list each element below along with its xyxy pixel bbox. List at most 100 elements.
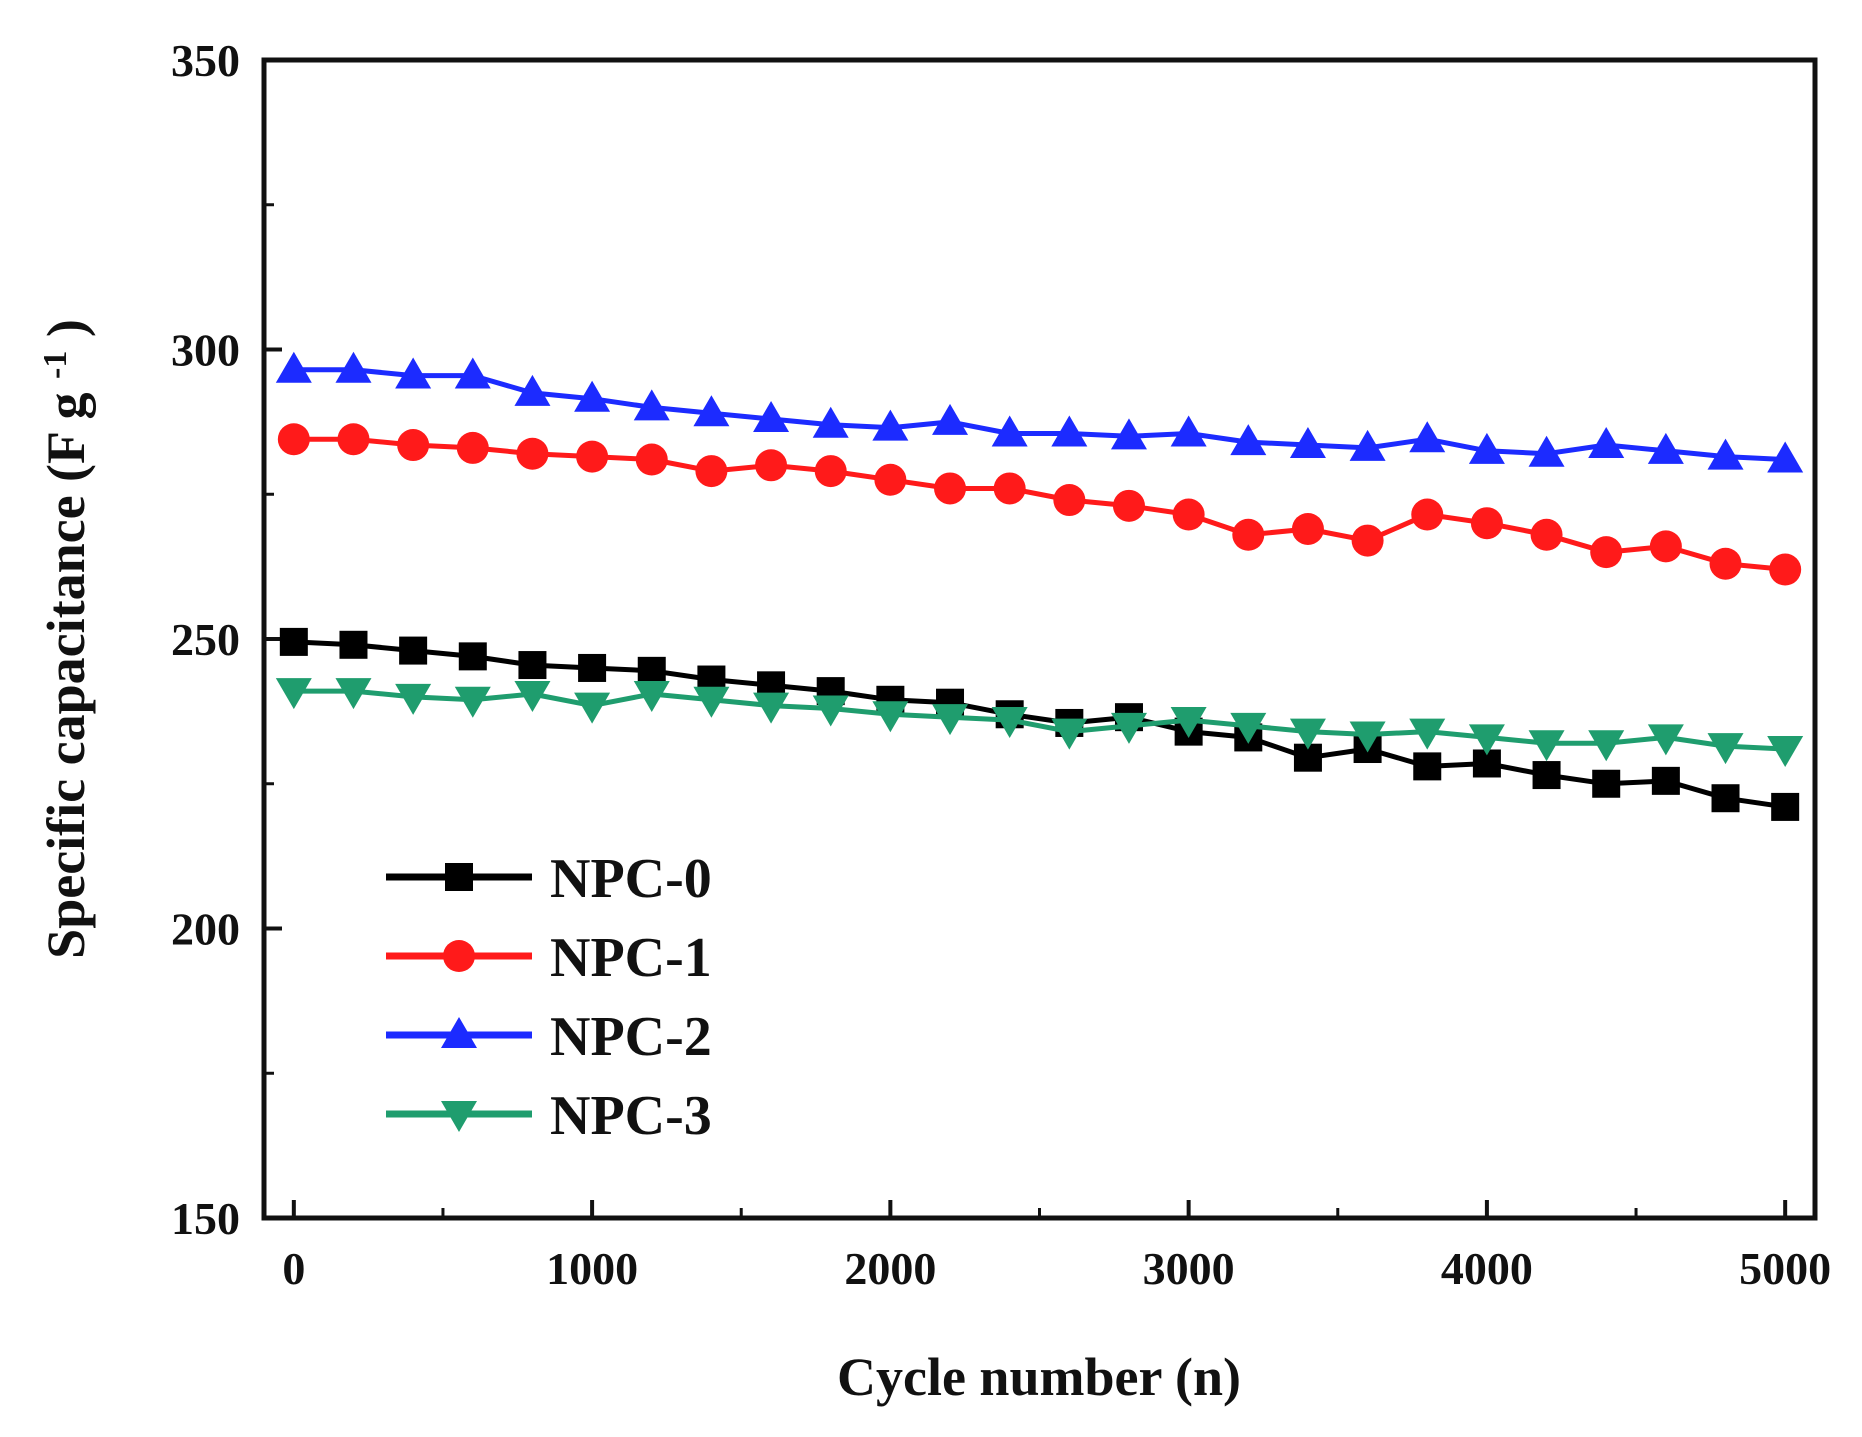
legend-item: NPC-1 bbox=[386, 927, 712, 989]
data-point bbox=[1110, 712, 1147, 744]
y-axis-title-close: ) bbox=[36, 319, 96, 337]
legend-label: NPC-3 bbox=[550, 1085, 712, 1147]
data-point bbox=[1771, 792, 1800, 821]
data-point bbox=[1289, 718, 1326, 750]
data-point bbox=[277, 423, 310, 456]
data-point bbox=[1230, 424, 1267, 456]
data-point bbox=[1651, 766, 1680, 795]
x-axis-title: Cycle number (n) bbox=[837, 1347, 1241, 1407]
data-point bbox=[934, 472, 967, 505]
y-axis-title: Specific capacitance (F g -1 ) bbox=[36, 319, 96, 959]
data-point bbox=[339, 630, 368, 659]
data-point bbox=[279, 627, 308, 656]
data-point bbox=[1232, 518, 1265, 551]
data-point bbox=[454, 686, 491, 718]
data-point bbox=[1649, 530, 1682, 563]
data-point bbox=[1590, 536, 1623, 569]
data-point bbox=[1051, 718, 1088, 750]
data-point bbox=[695, 455, 728, 488]
data-point bbox=[635, 443, 668, 476]
data-point bbox=[814, 455, 847, 488]
y-axis-title-superscript: -1 bbox=[37, 351, 74, 379]
data-point bbox=[1530, 518, 1563, 551]
data-point bbox=[991, 415, 1028, 447]
data-point bbox=[753, 692, 790, 724]
plot-frame bbox=[261, 57, 1818, 1221]
data-point bbox=[872, 409, 909, 441]
legend-marker bbox=[441, 1101, 477, 1132]
legend-label: NPC-2 bbox=[550, 1006, 712, 1068]
data-point bbox=[574, 692, 611, 724]
data-point bbox=[633, 389, 670, 421]
data-point bbox=[1230, 712, 1267, 744]
y-axis-title-main: Specific capacitance (F g bbox=[36, 392, 96, 958]
data-point bbox=[1711, 784, 1740, 813]
series-npc-1 bbox=[277, 423, 1802, 586]
data-point bbox=[755, 449, 788, 482]
data-point bbox=[335, 351, 372, 383]
legend-item: NPC-3 bbox=[386, 1085, 712, 1147]
data-point bbox=[454, 357, 491, 389]
data-point bbox=[1351, 524, 1384, 557]
data-point bbox=[395, 357, 432, 389]
data-point bbox=[932, 403, 969, 435]
data-point bbox=[1532, 761, 1561, 790]
data-point bbox=[991, 707, 1028, 739]
data-point bbox=[1528, 435, 1565, 467]
x-tick-label: 3000 bbox=[1143, 1243, 1235, 1294]
series-npc-3 bbox=[275, 678, 1804, 768]
data-point bbox=[518, 651, 547, 680]
axis-ticks: 0 1000 2000 3000 4000 5000 150 200 250 300 350 bbox=[171, 35, 1831, 1294]
y-tick-label: 250 bbox=[171, 614, 240, 665]
data-point bbox=[576, 440, 609, 473]
data-point bbox=[1647, 724, 1684, 756]
data-point bbox=[1767, 736, 1804, 768]
data-point bbox=[932, 704, 969, 736]
data-point bbox=[1769, 553, 1802, 586]
data-point bbox=[275, 351, 312, 383]
data-point bbox=[1291, 512, 1324, 545]
y-tick-label: 300 bbox=[171, 325, 240, 376]
data-point bbox=[1592, 769, 1621, 798]
legend-marker bbox=[441, 1017, 477, 1048]
data-point bbox=[1709, 547, 1742, 580]
series-npc-2 bbox=[275, 351, 1804, 473]
data-point bbox=[1470, 507, 1503, 540]
legend-label: NPC-0 bbox=[550, 848, 712, 910]
data-point bbox=[1170, 415, 1207, 447]
data-point bbox=[1172, 498, 1205, 531]
legend-marker bbox=[445, 863, 473, 891]
data-point bbox=[1707, 733, 1744, 765]
legend-marker bbox=[443, 940, 475, 972]
data-point bbox=[335, 678, 372, 710]
legend-item: NPC-2 bbox=[386, 1006, 712, 1068]
data-point bbox=[574, 380, 611, 412]
x-tick-label: 0 bbox=[282, 1243, 305, 1294]
data-point bbox=[1588, 427, 1625, 459]
data-point bbox=[1112, 489, 1145, 522]
data-point bbox=[1588, 730, 1625, 762]
data-point bbox=[516, 437, 549, 470]
data-point bbox=[1051, 415, 1088, 447]
data-point bbox=[874, 463, 907, 496]
legend: NPC-0 NPC-1 NPC-2 NPC-3 bbox=[386, 848, 712, 1147]
data-point bbox=[337, 423, 370, 456]
y-tick-label: 200 bbox=[171, 904, 240, 955]
legend-label: NPC-1 bbox=[550, 927, 712, 989]
x-tick-label: 4000 bbox=[1441, 1243, 1533, 1294]
data-point bbox=[1413, 752, 1442, 781]
data-point bbox=[1468, 432, 1505, 464]
data-point bbox=[1409, 718, 1446, 750]
data-point bbox=[1468, 724, 1505, 756]
data-point bbox=[1349, 429, 1386, 461]
data-point bbox=[1349, 721, 1386, 753]
data-point bbox=[993, 472, 1026, 505]
data-point bbox=[693, 686, 730, 718]
data-point bbox=[1289, 427, 1326, 459]
data-point bbox=[395, 683, 432, 715]
data-point bbox=[1707, 438, 1744, 470]
series-line bbox=[293, 367, 1786, 462]
series-layer bbox=[275, 351, 1804, 821]
